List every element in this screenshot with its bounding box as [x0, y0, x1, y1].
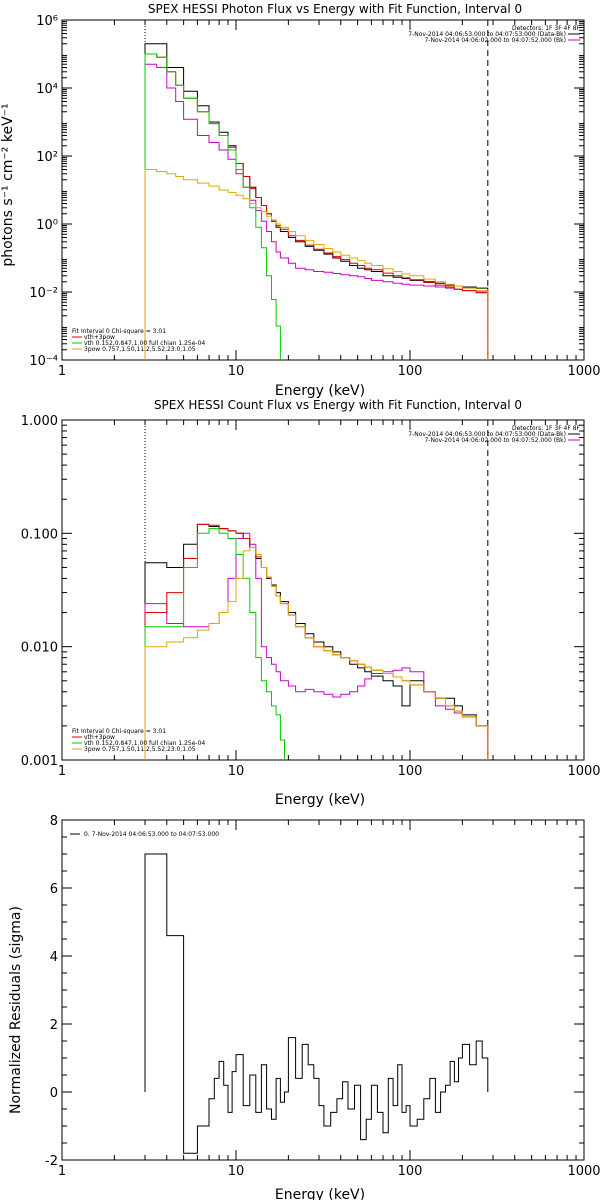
legend-bottom-entry: vth+3pow [84, 334, 115, 341]
legend-bottom-entry: 3pow 0.757,1.50,11.2,5.52,23.0,1.05 [84, 346, 196, 353]
y-tick-label: 10⁶ [36, 14, 58, 29]
count-flux-y-ticks: 0.001 0.010 0.100 1.000 [21, 414, 584, 769]
y-tick-label: 10² [36, 150, 58, 165]
photon-flux-legend-bottom: Fit Interval 0 Chi-square = 3.01 vth+3po… [72, 328, 205, 353]
legend-bottom-entry: vth+3pow [84, 734, 115, 741]
photon-flux-ylabel: photons s⁻¹ cm⁻² keV⁻¹ [0, 103, 16, 266]
count-flux-legend-bottom: Fit Interval 0 Chi-square = 3.01 vth+3po… [72, 728, 205, 753]
legend-top-header: Detectors: 1F 3F 4F 8F [512, 425, 581, 432]
residuals-xlabel: Energy (keV) [275, 1187, 365, 1200]
residuals-series-line [144, 853, 489, 1154]
photon-flux-panel: SPEX HESSI Photon Flux vs Energy with Fi… [0, 2, 600, 399]
legend-top-entry: 7-Nov-2014 04:06:02.000 to 04:07:52.000 … [424, 37, 566, 44]
y-tick-label: 10⁻² [29, 286, 58, 301]
y-tick-label: 10⁰ [36, 218, 58, 233]
count-flux-panel: SPEX HESSI Count Flux vs Energy with Fit… [21, 398, 600, 808]
photon-flux-axes-frame [61, 19, 585, 361]
residuals-x-ticks: 1 10 100 1000 [58, 820, 600, 1179]
photon-flux-series-line [144, 169, 489, 360]
y-tick-label: 10⁻⁴ [29, 354, 58, 369]
x-tick-label: 10 [228, 364, 245, 379]
count-flux-series [144, 523, 489, 760]
legend-top-entry: 7-Nov-2014 04:06:53.000 to 04:07:53.000 … [408, 431, 566, 438]
y-tick-label: 4 [50, 950, 58, 965]
residuals-series [144, 853, 489, 1154]
legend-bottom-header: Fit Interval 0 Chi-square = 3.01 [72, 328, 166, 335]
y-tick-label: -2 [45, 1154, 58, 1169]
count-flux-axes-frame [61, 419, 585, 761]
x-tick-label: 100 [398, 364, 423, 379]
legend-bottom-entry: 3pow 0.757,1.50,11.2,5.52,23.0,1.05 [84, 746, 196, 753]
legend-bottom-header: Fit Interval 0 Chi-square = 3.01 [72, 728, 166, 735]
count-flux-title: SPEX HESSI Count Flux vs Energy with Fit… [154, 398, 522, 412]
x-tick-label: 100 [398, 1164, 423, 1179]
photon-flux-series [144, 43, 489, 360]
legend-top-entry: 7-Nov-2014 04:06:53.000 to 04:07:53.000 … [408, 31, 566, 38]
photon-flux-title: SPEX HESSI Photon Flux vs Energy with Fi… [148, 2, 522, 16]
legend-bottom-entry: vth 0.152,0.847,1.00 full chian 1.25e-04 [84, 340, 205, 347]
y-tick-label: 0.001 [21, 754, 58, 769]
photon-flux-xlabel: Energy (keV) [275, 383, 365, 399]
y-tick-label: 1.000 [21, 414, 58, 429]
residuals-panel: Normalized Residuals (sigma) Energy (keV… [8, 814, 600, 1200]
residuals-ylabel: Normalized Residuals (sigma) [8, 906, 24, 1114]
x-tick-label: 1 [58, 364, 66, 379]
photon-flux-x-ticks: 1 10 100 1000 [58, 20, 600, 379]
residuals-y-ticks: -2 0 2 4 6 8 [45, 814, 584, 1169]
y-tick-label: 6 [50, 882, 58, 897]
photon-flux-legend-top: Detectors: 1F 3F 4F 8F 7-Nov-2014 04:06:… [408, 25, 580, 44]
photon-flux-series-line [144, 53, 281, 360]
x-tick-label: 10 [228, 1164, 245, 1179]
legend-entry: 0. 7-Nov-2014 04:06:53.000 to 04:07:53.0… [84, 831, 219, 838]
y-tick-label: 0.100 [21, 527, 58, 542]
x-tick-label: 10 [228, 764, 245, 779]
y-tick-label: 8 [50, 814, 58, 829]
x-tick-label: 1 [58, 764, 66, 779]
y-tick-label: 0.010 [21, 641, 58, 656]
x-tick-label: 1000 [567, 764, 600, 779]
x-tick-label: 100 [398, 764, 423, 779]
count-flux-legend-top: Detectors: 1F 3F 4F 8F 7-Nov-2014 04:06:… [408, 425, 580, 444]
y-tick-label: 2 [50, 1018, 58, 1033]
count-flux-fit-range-lines [144, 420, 489, 760]
x-tick-label: 1000 [567, 1164, 600, 1179]
legend-top-header: Detectors: 1F 3F 4F 8F [512, 25, 581, 32]
legend-bottom-entry: vth 0.152,0.847,1.00 full chian 1.25e-04 [84, 740, 205, 747]
x-tick-label: 1000 [567, 364, 600, 379]
count-flux-xlabel: Energy (keV) [275, 792, 365, 808]
count-flux-x-ticks: 1 10 100 1000 [58, 420, 600, 779]
count-flux-series-line [144, 547, 489, 760]
y-tick-label: 10⁴ [36, 82, 58, 97]
residuals-legend: 0. 7-Nov-2014 04:06:53.000 to 04:07:53.0… [70, 831, 219, 838]
y-tick-label: 0 [50, 1086, 58, 1101]
photon-flux-y-ticks: 10⁻⁴ 10⁻² 10⁰ 10² 10⁴ 10⁶ [29, 14, 584, 369]
photon-flux-series-line [144, 63, 489, 360]
legend-top-entry: 7-Nov-2014 04:06:02.000 to 04:07:52.000 … [424, 437, 566, 444]
x-tick-label: 1 [58, 1164, 66, 1179]
